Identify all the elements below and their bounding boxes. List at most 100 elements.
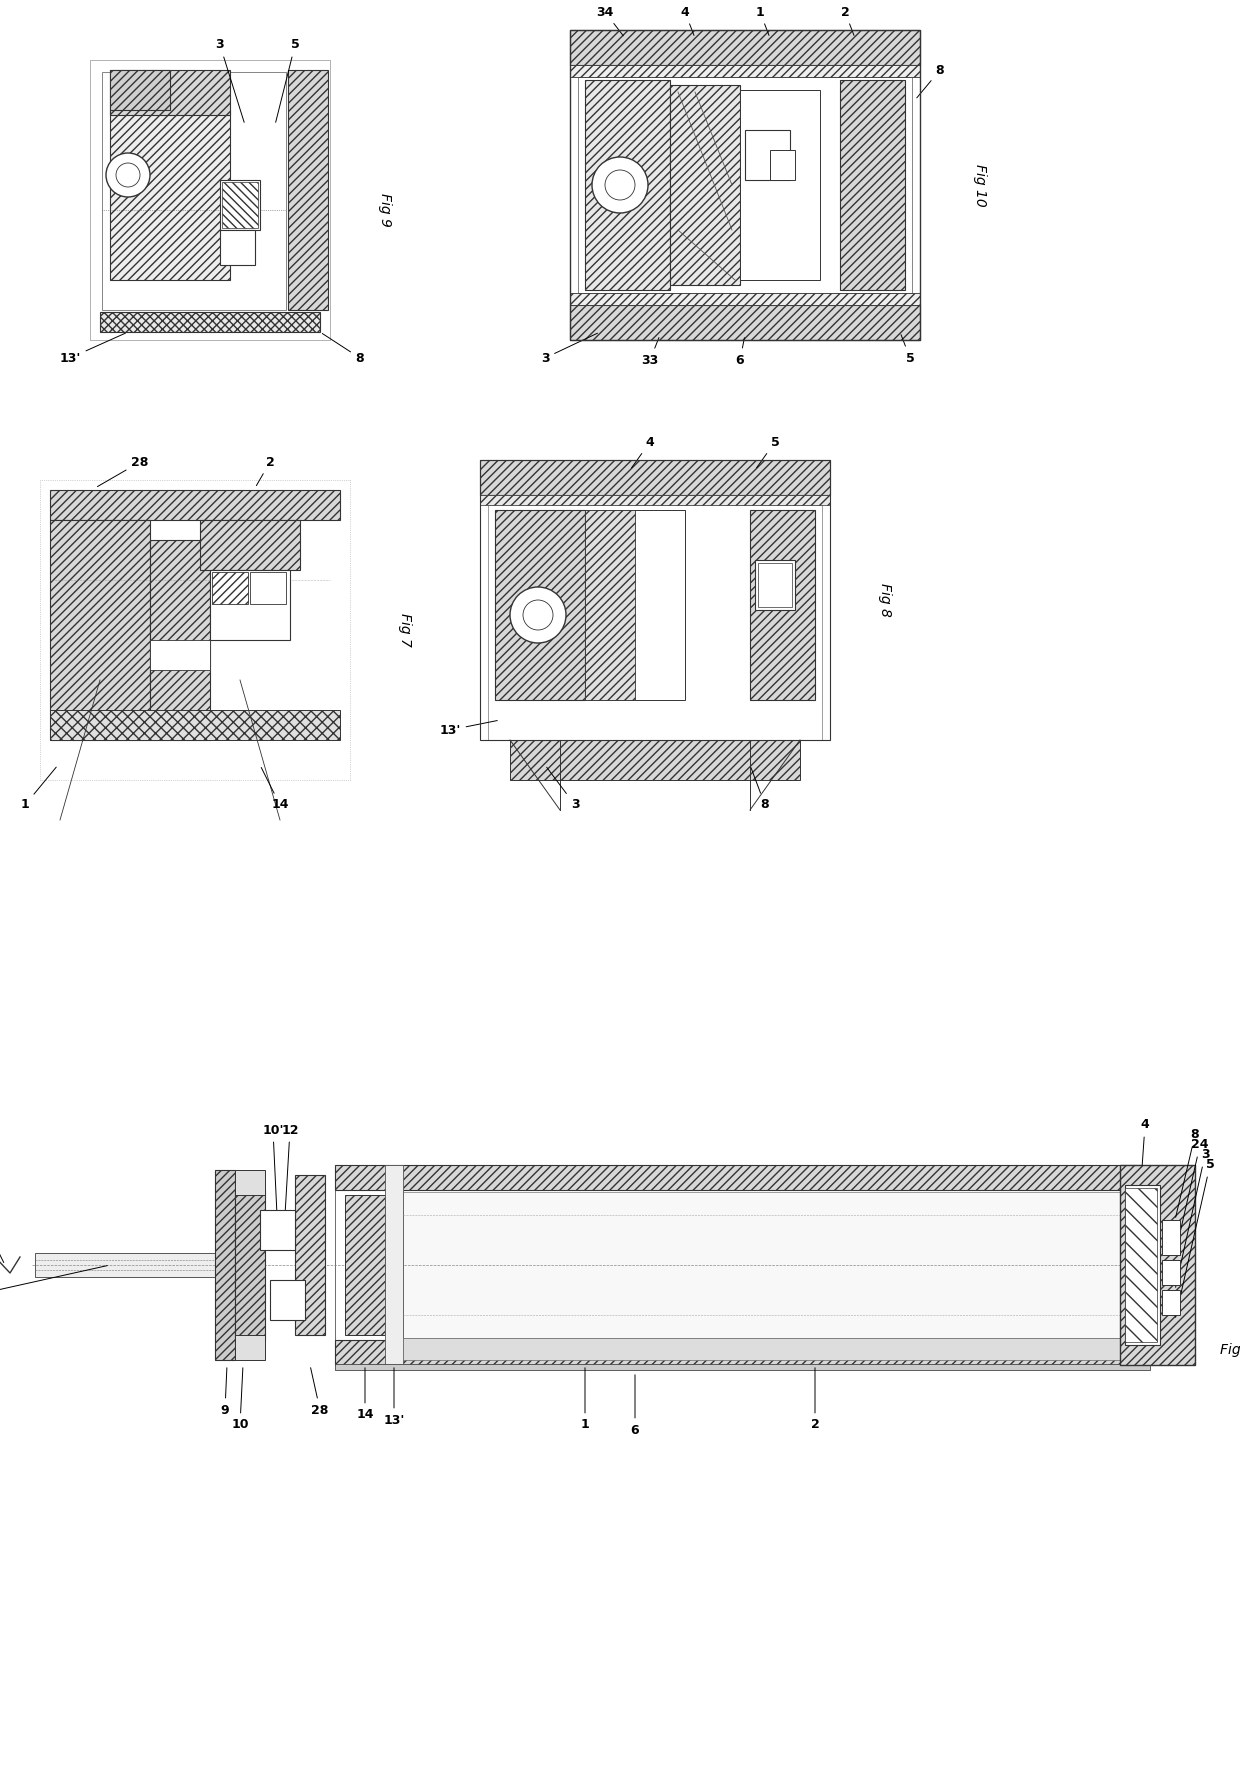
- Bar: [210, 569, 290, 640]
- Text: 3: 3: [1176, 1149, 1209, 1288]
- Text: 2: 2: [257, 455, 274, 486]
- Bar: [480, 461, 830, 495]
- Bar: [50, 710, 340, 740]
- Bar: [219, 180, 260, 229]
- Text: 12: 12: [281, 1124, 299, 1211]
- Bar: [570, 304, 920, 340]
- Bar: [110, 110, 229, 279]
- Bar: [288, 69, 329, 310]
- Bar: [50, 489, 340, 519]
- Text: 8: 8: [322, 333, 365, 365]
- Bar: [150, 541, 210, 740]
- Text: 5: 5: [756, 436, 780, 468]
- Bar: [100, 311, 320, 333]
- Text: 13': 13': [439, 720, 497, 737]
- Text: 3: 3: [547, 767, 579, 811]
- Bar: [236, 1190, 265, 1340]
- Bar: [335, 1364, 1149, 1370]
- Circle shape: [105, 153, 150, 197]
- Circle shape: [591, 157, 649, 213]
- Text: Fig 9: Fig 9: [378, 194, 392, 228]
- Bar: [250, 573, 286, 605]
- Text: 33: 33: [641, 338, 658, 366]
- Text: 8: 8: [1176, 1128, 1199, 1217]
- Bar: [758, 562, 792, 607]
- Bar: [495, 511, 585, 699]
- Bar: [236, 1334, 265, 1359]
- Text: 2: 2: [841, 5, 854, 36]
- Bar: [270, 1281, 305, 1320]
- Text: 8: 8: [751, 767, 769, 811]
- Text: Fig 6: Fig 6: [1220, 1343, 1240, 1357]
- Bar: [570, 30, 920, 340]
- Text: 1: 1: [580, 1368, 589, 1432]
- Bar: [91, 60, 330, 340]
- Bar: [770, 149, 795, 180]
- Bar: [585, 511, 635, 699]
- Bar: [110, 69, 229, 116]
- Text: Z: Z: [0, 1199, 4, 1263]
- Bar: [335, 1340, 1140, 1364]
- Text: Fig 8: Fig 8: [878, 584, 892, 617]
- Bar: [570, 294, 920, 304]
- Text: 5: 5: [901, 334, 914, 365]
- Text: 13': 13': [383, 1368, 404, 1427]
- Text: 13': 13': [60, 333, 125, 365]
- Bar: [740, 91, 820, 279]
- Bar: [236, 1171, 265, 1195]
- Bar: [102, 71, 286, 310]
- Text: 6: 6: [735, 338, 744, 366]
- Bar: [1162, 1260, 1180, 1284]
- Text: 14: 14: [356, 1368, 373, 1421]
- Bar: [1162, 1290, 1180, 1315]
- Text: 8: 8: [916, 64, 945, 98]
- Bar: [1125, 1185, 1159, 1345]
- Bar: [755, 560, 795, 610]
- Bar: [403, 1338, 1130, 1359]
- Bar: [219, 229, 255, 265]
- Text: 4: 4: [681, 5, 694, 36]
- Bar: [215, 1171, 236, 1359]
- Bar: [750, 511, 815, 699]
- Bar: [839, 80, 905, 290]
- Text: 100: 100: [0, 1265, 108, 1302]
- Text: 4: 4: [1141, 1119, 1149, 1165]
- Bar: [110, 69, 170, 110]
- Bar: [222, 181, 258, 228]
- Bar: [480, 461, 830, 740]
- Bar: [260, 1210, 295, 1251]
- Bar: [50, 519, 150, 740]
- Bar: [745, 130, 790, 180]
- Text: 1: 1: [21, 767, 56, 811]
- Bar: [570, 66, 920, 76]
- Bar: [489, 505, 822, 740]
- Circle shape: [510, 587, 565, 642]
- Bar: [578, 76, 911, 294]
- Bar: [1162, 1220, 1180, 1254]
- Bar: [403, 1192, 1130, 1338]
- Bar: [384, 1165, 403, 1364]
- Text: 1: 1: [755, 5, 769, 36]
- Text: 28: 28: [310, 1368, 329, 1416]
- Bar: [1120, 1165, 1195, 1364]
- Text: 6: 6: [631, 1375, 640, 1436]
- Bar: [212, 573, 248, 605]
- Bar: [510, 740, 800, 779]
- Bar: [585, 511, 684, 699]
- Text: 28: 28: [98, 455, 149, 487]
- Bar: [1125, 1188, 1157, 1341]
- Bar: [335, 1165, 1140, 1190]
- Text: 4: 4: [631, 436, 655, 468]
- Bar: [35, 1252, 215, 1277]
- Bar: [570, 30, 920, 66]
- Bar: [585, 80, 670, 290]
- Text: 34: 34: [596, 5, 624, 36]
- Text: 5: 5: [275, 39, 299, 123]
- Text: 14: 14: [262, 767, 289, 811]
- Bar: [150, 640, 210, 671]
- Bar: [480, 495, 830, 505]
- Text: 3: 3: [216, 39, 244, 123]
- Text: 24: 24: [1176, 1139, 1209, 1252]
- Bar: [670, 85, 740, 285]
- Bar: [345, 1195, 384, 1334]
